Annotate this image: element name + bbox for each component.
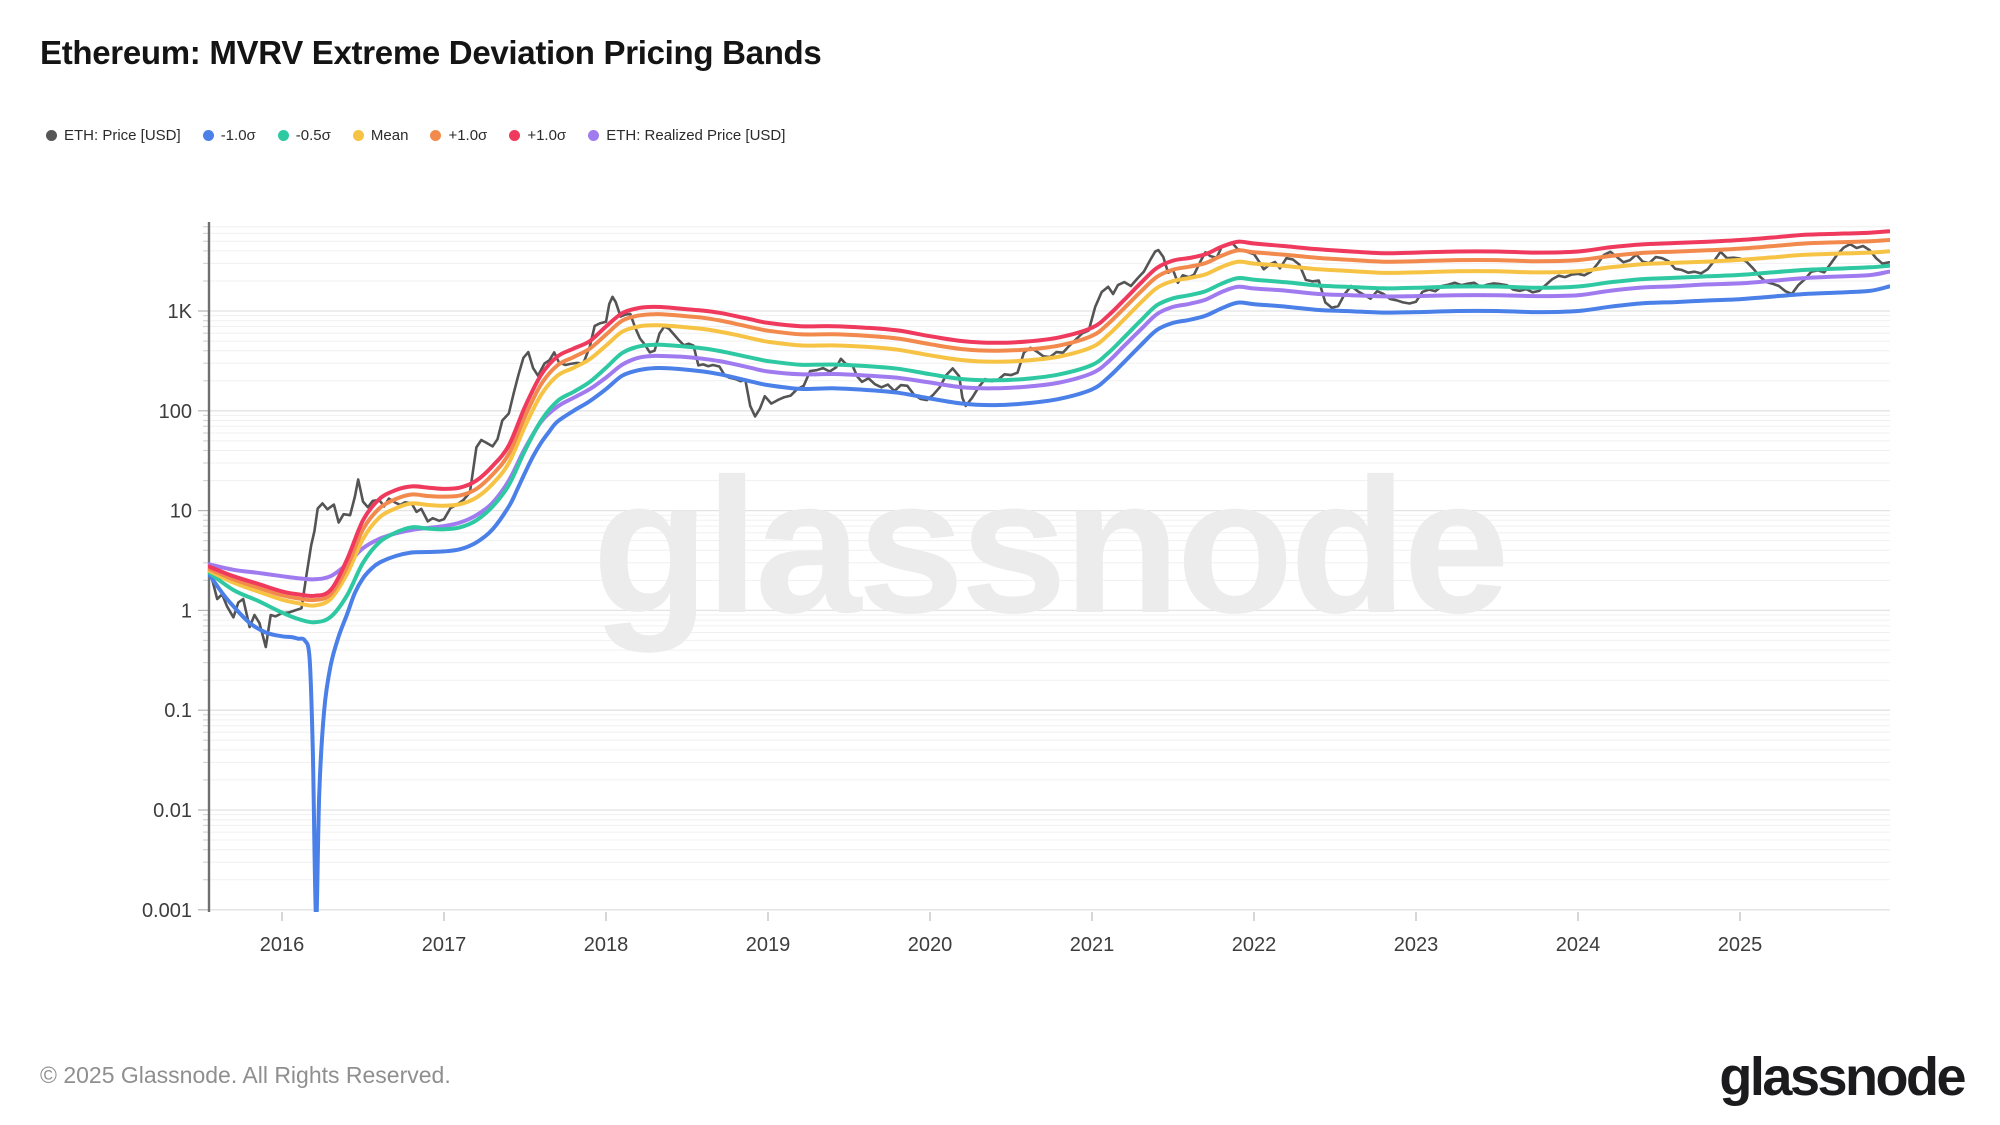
y-axis-label: 0.1: [164, 700, 192, 722]
y-axis-label: 1: [181, 600, 192, 622]
series-line-0-5: [208, 263, 1890, 625]
series-line-1-0-upper: [208, 229, 1890, 598]
legend-label: +1.0σ: [448, 127, 488, 144]
y-axis-label: 0.001: [142, 900, 192, 922]
legend-item-1-0-4[interactable]: +1.0σ: [430, 127, 487, 144]
legend-marker-icon: [277, 130, 289, 141]
series-lines: [208, 229, 1890, 912]
x-axis-label: 2025: [1718, 934, 1763, 956]
watermark: glassnode: [592, 438, 1506, 653]
legend-item-1-0-5[interactable]: +1.0σ: [509, 127, 566, 144]
legend-label: Mean: [370, 127, 409, 144]
legend-item-1-0-1[interactable]: -1.0σ: [202, 127, 256, 144]
x-axis-label: 2016: [260, 934, 305, 956]
legend-marker-icon: [588, 130, 600, 141]
legend-marker-icon: [46, 130, 57, 141]
x-axis-label: 2021: [1070, 934, 1115, 956]
axes: 1K 100 10 1 0.1 0.01 0.001 2016 2017 2018 2019 2020…: [142, 222, 1762, 956]
x-axis-label: 2020: [908, 934, 953, 956]
legend-item-eth-realized-price-usd-6[interactable]: ETH: Realized Price [USD]: [588, 127, 785, 144]
x-axis-label: 2019: [746, 934, 791, 956]
legend-label: ETH: Price [USD]: [64, 127, 181, 144]
legend-label: -0.5σ: [295, 127, 331, 144]
x-axis-label: 2018: [584, 934, 629, 956]
y-axis-label: 1K: [168, 301, 193, 323]
legend-label: +1.0σ: [527, 127, 567, 144]
x-axis-label: 2022: [1232, 934, 1277, 956]
y-axis-label: 0.01: [153, 800, 192, 822]
legend: ETH: Price [USD] -1.0σ -0.5σ Mean +1.0σ +1.0σ…: [46, 127, 785, 144]
page-title: Ethereum: MVRV Extreme Deviation Pricing…: [40, 34, 822, 71]
series-line-1-0: [208, 238, 1890, 603]
legend-marker-icon: [352, 130, 364, 141]
legend-item-0-5-2[interactable]: -0.5σ: [277, 127, 331, 144]
legend-marker-icon: [202, 130, 214, 141]
legend-marker-icon: [509, 130, 521, 141]
x-axis-label: 2023: [1394, 934, 1439, 956]
gridlines: [208, 226, 1890, 911]
x-axis-label: 2024: [1556, 934, 1601, 956]
series-line-mean: [208, 249, 1890, 608]
legend-marker-icon: [430, 130, 442, 141]
legend-label: ETH: Realized Price [USD]: [606, 127, 786, 144]
y-axis-label: 10: [170, 501, 192, 523]
copyright-notice: © 2025 Glassnode. All Rights Reserved.: [40, 1062, 451, 1088]
series-line-1-0: [208, 284, 1890, 912]
y-axis-label: 100: [159, 401, 192, 423]
x-axis-label: 2017: [422, 934, 467, 956]
legend-item-mean-3[interactable]: Mean: [352, 127, 409, 144]
legend-label: -1.0σ: [220, 127, 256, 144]
legend-item-eth-price-usd-0[interactable]: ETH: Price [USD]: [46, 127, 181, 144]
glassnode-logo: glassnode: [1719, 1047, 1966, 1107]
